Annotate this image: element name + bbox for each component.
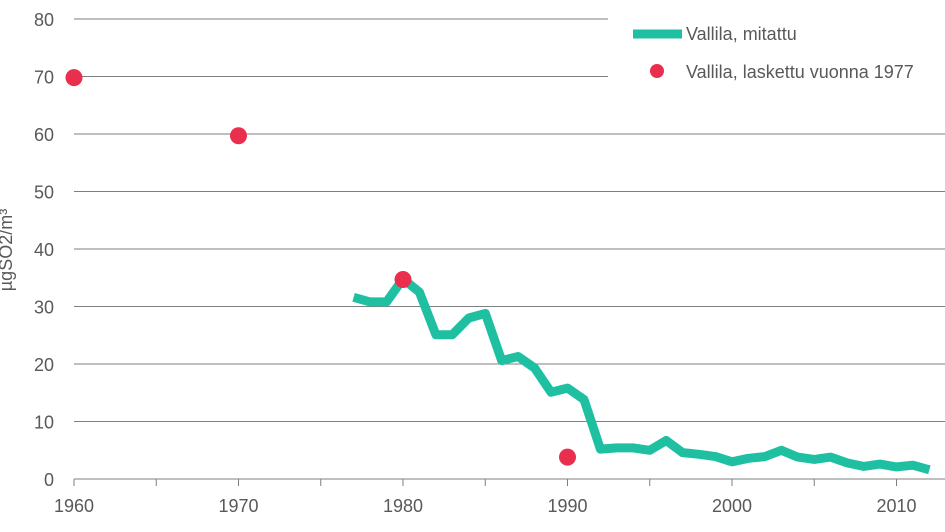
x-tick-label: 1990 xyxy=(547,496,587,516)
x-tick-label: 2010 xyxy=(876,496,916,516)
data-series xyxy=(65,69,931,475)
x-tick-label: 2000 xyxy=(712,496,752,516)
x-tick-labels: 1960 1970 1980 1990 2000 2010 xyxy=(54,496,917,516)
x-tick-label: 1980 xyxy=(383,496,423,516)
y-axis-title: µgSO2/m³ xyxy=(0,209,16,291)
scatter-point-1970 xyxy=(230,127,247,145)
y-tick-labels: 0 10 20 30 40 50 60 70 80 xyxy=(34,10,54,490)
y-tick-label: 30 xyxy=(34,298,54,318)
legend-label-line: Vallila, mitattu xyxy=(686,24,797,44)
scatter-point-1960 xyxy=(65,69,83,87)
y-tick-label: 40 xyxy=(34,240,54,260)
scatter-point-1980 xyxy=(394,270,412,288)
scatter-point-1990 xyxy=(559,448,576,466)
legend-label-scatter: Vallila, laskettu vuonna 1977 xyxy=(686,62,914,82)
x-tick-label: 1960 xyxy=(54,496,94,516)
y-tick-label: 80 xyxy=(34,10,54,30)
y-tick-label: 70 xyxy=(34,68,54,88)
y-tick-label: 50 xyxy=(34,183,54,203)
x-tick-label: 1970 xyxy=(218,496,258,516)
y-tick-label: 60 xyxy=(34,125,54,145)
legend: Vallila, mitattu Vallila, laskettu vuonna… xyxy=(633,24,914,82)
series-line-vallila-mitattu xyxy=(352,274,931,475)
gridlines xyxy=(74,18,945,422)
axes xyxy=(73,478,945,486)
y-tick-label: 0 xyxy=(44,470,54,490)
legend-swatch-dot xyxy=(650,64,664,78)
y-tick-label: 10 xyxy=(34,413,54,433)
y-tick-label: 20 xyxy=(34,355,54,375)
